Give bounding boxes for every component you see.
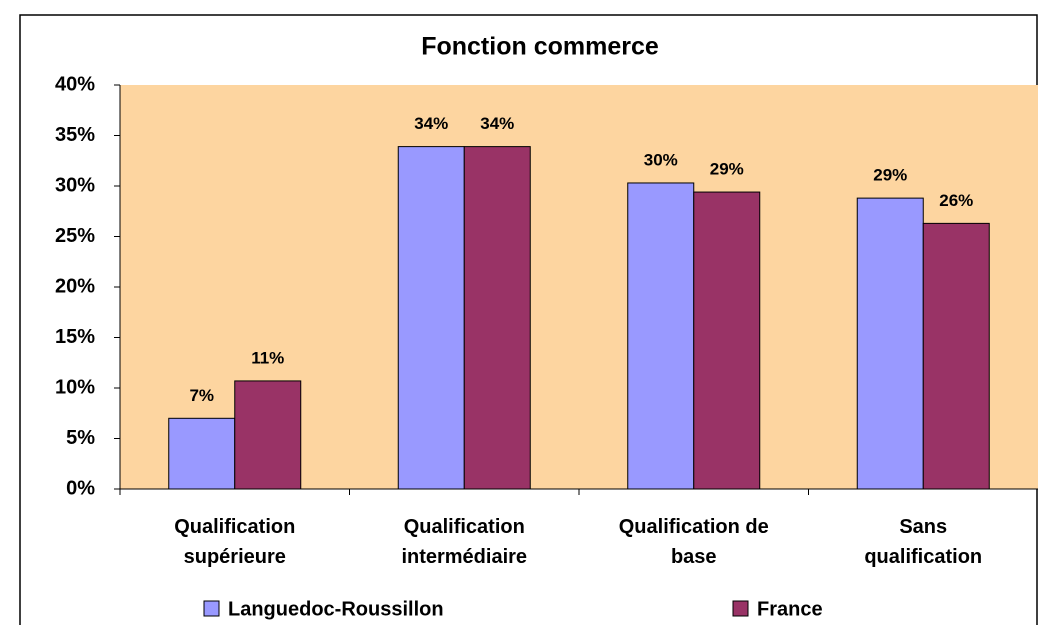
y-tick-label: 5% xyxy=(66,427,95,449)
y-tick-label: 35% xyxy=(55,124,95,146)
y-tick-label: 40% xyxy=(55,73,95,95)
data-label: 34% xyxy=(480,114,514,133)
y-tick-label: 10% xyxy=(55,376,95,398)
y-tick-label: 30% xyxy=(55,174,95,196)
bar xyxy=(463,146,531,490)
legend-swatch xyxy=(732,600,749,617)
bar xyxy=(168,417,236,490)
data-label: 26% xyxy=(939,191,973,210)
x-tick-label: Qualification intermédiaire xyxy=(401,516,528,568)
x-tick-label: Qualification supérieure xyxy=(174,516,296,568)
data-label: 34% xyxy=(414,114,448,133)
bar xyxy=(397,146,465,490)
bar xyxy=(693,191,761,490)
data-label: 29% xyxy=(873,166,907,185)
bar xyxy=(234,380,302,490)
y-tick-label: 20% xyxy=(55,275,95,297)
x-tick-label: Qualification de base xyxy=(618,516,769,568)
bar xyxy=(856,197,924,490)
bar xyxy=(627,182,695,490)
legend-label: France xyxy=(757,598,823,620)
legend-swatch xyxy=(203,600,220,617)
y-tick-label: 0% xyxy=(66,477,95,499)
data-label: 7% xyxy=(189,386,214,405)
data-label: 29% xyxy=(710,160,744,179)
y-tick-label: 25% xyxy=(55,225,95,247)
data-label: 11% xyxy=(251,348,284,367)
y-tick-label: 15% xyxy=(55,326,95,348)
chart-title: Fonction commerce xyxy=(421,33,659,61)
legend-label: Languedoc-Roussillon xyxy=(228,598,444,620)
data-label: 30% xyxy=(644,150,678,169)
bar xyxy=(922,222,990,490)
x-tick-label: Sans qualification xyxy=(864,516,983,568)
